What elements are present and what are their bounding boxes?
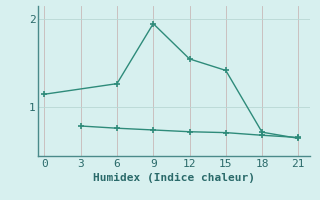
X-axis label: Humidex (Indice chaleur): Humidex (Indice chaleur) [93,173,255,183]
